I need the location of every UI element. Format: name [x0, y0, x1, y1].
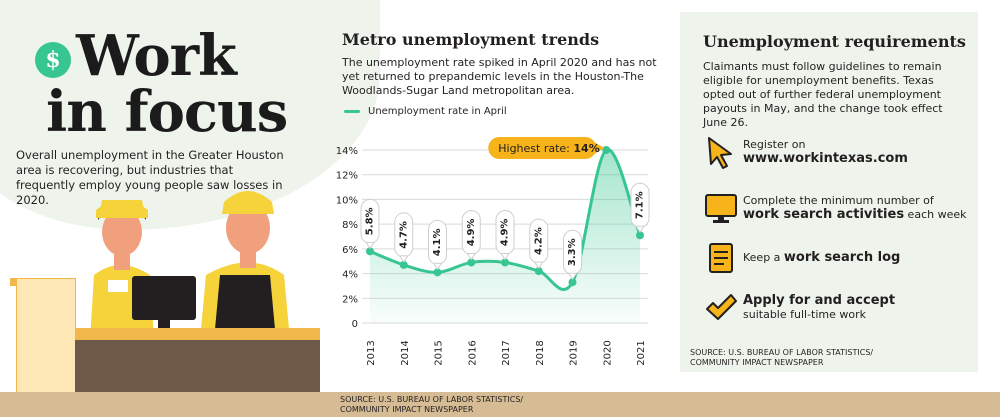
y-tick-label: 10% — [336, 195, 358, 206]
requirements-description: Claimants must follow guidelines to rema… — [703, 60, 943, 129]
x-tick-label: 2014 — [400, 340, 411, 365]
data-point — [602, 146, 611, 154]
y-tick-label: 12% — [336, 171, 358, 182]
svg-text:5.8%: 5.8% — [365, 207, 376, 235]
notepad-log-icon — [709, 243, 733, 273]
x-tick-label: 2013 — [366, 340, 377, 365]
display-case — [16, 278, 76, 395]
y-tick-label: 0 — [352, 319, 358, 330]
x-tick-label: 2020 — [602, 340, 613, 365]
requirements-panel — [680, 12, 978, 372]
y-tick-label: 4% — [342, 270, 358, 281]
x-tick-label: 2019 — [569, 340, 580, 365]
data-label: 4.7% — [394, 212, 414, 263]
svg-text:4.7%: 4.7% — [398, 221, 409, 249]
y-tick-label: 2% — [342, 294, 358, 305]
requirement-apply-post: suitable full-time work — [743, 308, 867, 321]
data-label: 4.2% — [529, 218, 549, 270]
workers-illustration — [90, 191, 290, 340]
legend-label: Unemployment rate in April — [368, 106, 507, 117]
x-tick-label: 2021 — [636, 340, 647, 365]
data-label: 4.1% — [428, 219, 447, 271]
data-label: 5.8% — [360, 198, 380, 250]
requirement-log: Keep a work search log — [703, 240, 900, 276]
svg-text:3.3%: 3.3% — [567, 238, 578, 266]
y-tick-label: 14% — [336, 146, 358, 157]
svg-text:4.1%: 4.1% — [432, 228, 443, 256]
callout-prefix: Highest rate: — [498, 142, 573, 155]
svg-text:4.9%: 4.9% — [500, 219, 511, 247]
requirements-source-line1: SOURCE: U.S. BUREAU OF LABOR STATISTICS/ — [690, 348, 874, 357]
svg-text:7.1%: 7.1% — [635, 191, 646, 219]
requirement-work-search-bold: work search activities — [743, 207, 905, 222]
x-tick-label: 2015 — [434, 340, 445, 365]
requirement-log-pre: Keep a — [743, 251, 784, 264]
ground-strip — [0, 392, 1000, 417]
svg-text:4.9%: 4.9% — [466, 219, 477, 247]
chart-source-line1: SOURCE: U.S. BUREAU OF LABOR STATISTICS/ — [340, 395, 524, 404]
counter — [75, 340, 320, 395]
data-labels: 5.8% 4.7% 4.1% 4.9% 4.9% 4.2% 3.3% 7.1% — [360, 182, 650, 281]
chart-subtitle: The unemployment rate spiked in April 20… — [342, 56, 657, 97]
chart-title: Metro unemployment trends — [342, 30, 600, 49]
requirement-work-search-pre: Complete the minimum number of — [743, 194, 934, 207]
requirement-work-search-post: each week — [904, 208, 967, 221]
requirements-source-line2: COMMUNITY IMPACT NEWSPAPER — [690, 358, 824, 367]
data-points — [366, 146, 644, 287]
data-point — [399, 260, 408, 269]
requirements-title: Unemployment requirements — [703, 32, 966, 51]
requirement-apply-bold: Apply for and accept — [743, 293, 896, 308]
dollar-coin-icon: $ — [35, 42, 71, 78]
requirement-register: Register on www.workintexas.com — [703, 134, 908, 170]
data-point — [534, 267, 543, 276]
svg-text:Highest rate: 14%: Highest rate: 14% — [498, 142, 599, 155]
data-label: 7.1% — [630, 182, 650, 234]
requirement-work-search: Complete the minimum number of work sear… — [703, 190, 967, 226]
worker-male-illustration — [200, 191, 290, 340]
highest-rate-callout: Highest rate: 14% — [488, 137, 605, 159]
hero-intro: Overall unemployment in the Greater Hous… — [16, 148, 284, 207]
chart-source: SOURCE: U.S. BUREAU OF LABOR STATISTICS/… — [340, 395, 523, 415]
chart-source-line2: COMMUNITY IMPACT NEWSPAPER — [340, 405, 474, 414]
series-area — [370, 149, 640, 323]
data-point — [366, 247, 374, 256]
y-tick-label: 8% — [342, 220, 358, 231]
unemployment-line-chart: 0 2% 4% 6% 8% 10% 12% 14% 5.8% 4.7% 4.1% 4.9% 4.9% 4… — [336, 137, 650, 366]
x-tick-label: 2018 — [535, 340, 546, 365]
checkmark-icon — [706, 294, 737, 320]
x-axis-ticks: 2013 2014 2015 2016 2017 2018 2019 2020 2021 — [366, 340, 647, 365]
hero-title-line2: in focus — [46, 79, 288, 145]
data-label: 4.9% — [461, 209, 481, 261]
requirement-register-pre: Register on — [743, 138, 806, 151]
x-tick-label: 2016 — [467, 340, 478, 365]
cursor-arrow-icon — [708, 137, 732, 169]
y-axis-ticks: 0 2% 4% 6% 8% 10% 12% 14% — [336, 146, 358, 330]
data-point — [501, 258, 509, 267]
requirement-register-link: www.workintexas.com — [743, 151, 908, 166]
svg-text:4.2%: 4.2% — [533, 227, 544, 255]
requirements-source: SOURCE: U.S. BUREAU OF LABOR STATISTICS/… — [690, 348, 873, 368]
worker-female-illustration — [90, 200, 154, 340]
data-point — [568, 278, 577, 287]
data-label: 4.9% — [495, 209, 515, 261]
hero-title-line1: Work — [76, 23, 237, 89]
x-tick-label: 2017 — [501, 340, 512, 365]
requirement-log-bold: work search log — [783, 250, 901, 265]
counter-top — [75, 328, 320, 340]
chart-legend: Unemployment rate in April — [344, 106, 507, 117]
computer-monitor-icon — [705, 194, 737, 223]
data-point — [433, 268, 442, 277]
data-point — [467, 258, 476, 267]
requirement-apply: Apply for and accept suitable full-time … — [703, 290, 895, 326]
callout-value: 14% — [573, 142, 599, 155]
legend-swatch — [344, 110, 360, 113]
y-tick-label: 6% — [342, 245, 358, 256]
data-point — [636, 231, 644, 240]
data-label: 3.3% — [563, 229, 582, 281]
